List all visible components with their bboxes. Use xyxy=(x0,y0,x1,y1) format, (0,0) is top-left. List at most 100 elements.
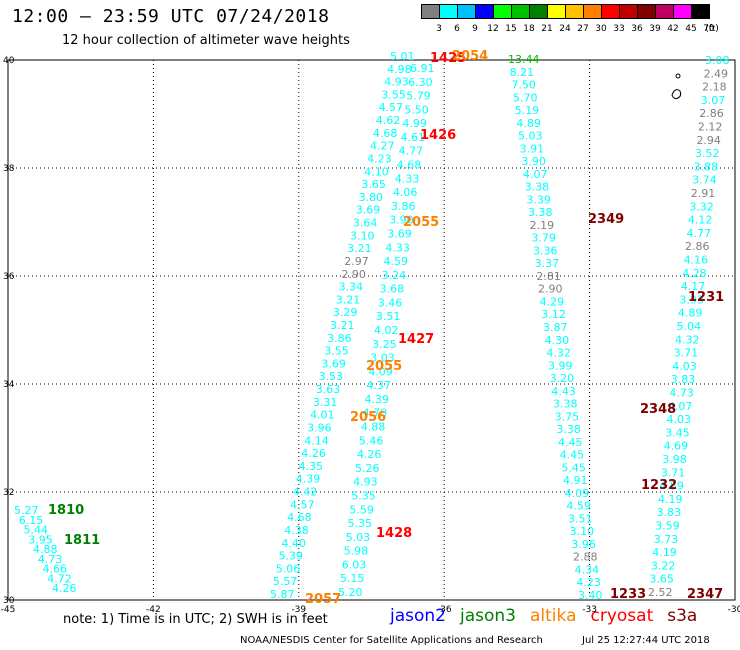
swh-value: 3.90 xyxy=(521,155,546,168)
swh-value: 4.26 xyxy=(357,448,382,461)
generated-timestamp: Jul 25 12:27:44 UTC 2018 xyxy=(582,635,710,646)
swh-value: 3.38 xyxy=(553,398,578,411)
legend-label: 15 xyxy=(505,24,517,34)
pass-time-altika: 2057 xyxy=(305,592,341,607)
legend-unit: (ft) xyxy=(705,24,719,34)
swh-value: 4.26 xyxy=(52,582,77,595)
swh-value: 3.73 xyxy=(654,533,679,546)
swh-value: 4.59 xyxy=(659,480,684,493)
swh-value: 5.39 xyxy=(279,550,304,563)
swh-value: 4.06 xyxy=(393,186,418,199)
swh-value: 4.88 xyxy=(361,421,386,434)
swh-value: 4.72 xyxy=(47,572,72,585)
swh-value: 3.96 xyxy=(571,538,596,551)
swh-color-legend: 3 6 9 12 15 18 21 24 27 30 33 36 39 42 45 70 (ft) xyxy=(421,4,728,38)
satellite-name-altika: altika xyxy=(530,606,577,626)
pass-time-s3a: 1232 xyxy=(641,478,677,493)
lon-tick-label: -36 xyxy=(437,605,452,615)
wave-height-labels: 5.276.155.443.954.884.734.664.724.265.01… xyxy=(14,50,730,602)
satellite-name-cryosat: cryosat xyxy=(590,606,654,626)
swh-value: 5.70 xyxy=(513,91,538,104)
swh-value: 4.17 xyxy=(681,280,706,293)
swh-value: 5.59 xyxy=(349,503,374,516)
swh-value: 3.38 xyxy=(556,423,581,436)
swh-value: 2.97 xyxy=(344,255,369,268)
swh-value: 3.98 xyxy=(662,453,687,466)
legend-label: 21 xyxy=(541,24,553,34)
swh-value: 3.68 xyxy=(380,283,405,296)
swh-value: 6.91 xyxy=(410,62,435,75)
swh-value: 4.16 xyxy=(684,254,709,267)
swh-value: 3.55 xyxy=(324,345,349,358)
swh-value: 3.31 xyxy=(313,396,338,409)
swh-value: 4.26 xyxy=(301,447,326,460)
swh-value: 4.33 xyxy=(395,172,420,185)
pass-time-cryosat: 1426 xyxy=(420,128,456,143)
legend-label: 18 xyxy=(523,24,535,34)
swh-value: 8.21 xyxy=(510,66,534,79)
map-subtitle: 12 hour collection of altimeter wave hei… xyxy=(62,33,350,48)
swh-value: 2.52 xyxy=(648,586,673,599)
swh-value: 6.30 xyxy=(408,76,433,89)
swh-value: 4.42 xyxy=(293,486,318,499)
lat-tick-label: 38 xyxy=(3,164,15,174)
swh-value: 5.15 xyxy=(340,572,365,585)
swh-value: 5.19 xyxy=(515,104,540,117)
satellite-name-jason2: jason2 xyxy=(390,606,446,626)
swh-value: 2.49 xyxy=(704,67,729,80)
swh-value: 3.51 xyxy=(376,310,401,323)
pass-time-s3a: 1231 xyxy=(688,290,724,305)
swh-value: 4.39 xyxy=(365,393,390,406)
swh-value: 3.55 xyxy=(381,88,406,101)
swh-value: 3.83 xyxy=(671,373,696,386)
swh-value: 4.01 xyxy=(310,409,335,422)
swh-value: 13.44 xyxy=(508,53,540,66)
swh-value: 3.91 xyxy=(520,142,545,155)
swh-value: 2.86 xyxy=(685,240,710,253)
pass-time-altika: 2056 xyxy=(350,410,386,425)
swh-value: 3.03 xyxy=(370,352,395,365)
pass-time-cryosat: 1425 xyxy=(430,51,466,66)
map-title: 12:00 – 23:59 UTC 07/24/2018 xyxy=(12,6,330,27)
swh-value: 5.01 xyxy=(390,50,415,63)
swh-value: 3.64 xyxy=(353,217,378,230)
swh-value: 3.45 xyxy=(665,426,690,439)
swh-value: 4.28 xyxy=(682,267,707,280)
lat-tick-label: 36 xyxy=(3,272,15,282)
swh-value: 4.62 xyxy=(376,114,401,127)
swh-value: 3.21 xyxy=(330,319,355,332)
satellite-name-jason3: jason3 xyxy=(460,606,516,626)
swh-value: 4.93 xyxy=(384,76,409,89)
swh-value: 4.93 xyxy=(353,476,378,489)
swh-value: 3.21 xyxy=(347,242,372,255)
swh-value: 3.96 xyxy=(307,421,332,434)
legend-label: 33 xyxy=(613,24,625,34)
swh-value: 4.77 xyxy=(686,227,711,240)
swh-value: 5.35 xyxy=(351,489,376,502)
swh-value: 4.73 xyxy=(38,553,63,566)
swh-value: 4.38 xyxy=(284,524,309,537)
swh-value: 3.71 xyxy=(674,347,699,360)
footer-note: note: 1) Time is in UTC; 2) SWH is in fe… xyxy=(63,612,328,627)
swh-value: 4.32 xyxy=(546,347,571,360)
legend-label: 3 xyxy=(436,24,442,34)
swh-value: 4.40 xyxy=(281,537,306,550)
swh-value: 4.09 xyxy=(368,365,393,378)
swh-value: 2.94 xyxy=(696,134,721,147)
swh-value: 4.03 xyxy=(667,413,692,426)
legend-label: 6 xyxy=(454,24,460,34)
swh-value: 4.39 xyxy=(296,473,321,486)
lat-tick-label: 30 xyxy=(3,596,15,606)
swh-value: 5.03 xyxy=(346,531,371,544)
swh-value: 3.69 xyxy=(356,204,381,217)
pass-time-altika: 2054 xyxy=(452,49,488,64)
swh-value: 5.03 xyxy=(518,130,543,143)
swh-value: 4.68 xyxy=(373,127,398,140)
swh-value: 2.88 xyxy=(573,551,598,564)
swh-value: 3.12 xyxy=(541,308,566,321)
swh-value: 2.81 xyxy=(536,270,561,283)
legend-swatch-70 xyxy=(691,4,710,19)
pass-time-s3a: 2349 xyxy=(588,212,624,227)
swh-value: 4.03 xyxy=(672,360,697,373)
